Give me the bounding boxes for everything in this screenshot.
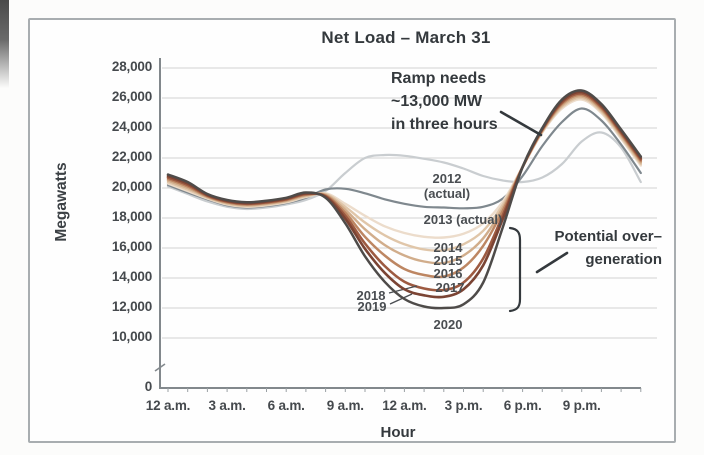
y-tick-label-16000: 16,000 (90, 239, 152, 254)
series-label-2016: 2016 (388, 266, 508, 281)
series-label-2020: 2020 (388, 317, 508, 332)
y-tick-label-12000-text: 12,000 (111, 299, 152, 314)
series-leader-2019 (389, 293, 413, 305)
series-label-2019: 2019 (312, 299, 432, 314)
y-tick-label-0: 0 (90, 379, 153, 394)
ramp-annotation-line2: ~13,000 MW (391, 93, 483, 110)
series-label-2018: 2018 (311, 288, 431, 303)
y-tick-label-20000-text: 20,000 (111, 179, 152, 194)
y-axis-label: Megawatts (53, 162, 70, 242)
y-tick-label-16000-text: 16,000 (111, 239, 152, 254)
chart-title: Net Load – March 31 (321, 28, 491, 47)
series-label-2012-text: (actual) (423, 186, 471, 201)
x-tick-label-9pm: 9 p.m. (547, 398, 617, 413)
x-tick-label-12am-text: 12 a.m. (382, 398, 427, 413)
series-label-2018-text: 2018 (356, 288, 386, 303)
y-tick-label-24000: 24,000 (90, 119, 152, 134)
x-tick-label-12am: 12 a.m. (369, 398, 439, 413)
x-tick-label-3am: 3 a.m. (192, 398, 262, 413)
y-tick-label-10000: 10,000 (90, 329, 152, 344)
overgeneration-bracket (508, 226, 522, 313)
series-label-2014-text: 2014 (433, 240, 463, 255)
y-tick-label-18000: 18,000 (90, 209, 152, 224)
x-tick-label-3am-text: 3 a.m. (208, 398, 246, 413)
y-tick-label-14000: 14,000 (90, 269, 152, 284)
series-label-2012: 2012 (actual) (387, 171, 507, 201)
x-tick-label-6am-text: 6 a.m. (267, 398, 305, 413)
y-tick-label-18000-text: 18,000 (111, 209, 152, 224)
y-tick-label-22000: 22,000 (90, 149, 152, 164)
ramp-annotation-line1: Ramp needs (391, 70, 487, 87)
y-tick-label-14000-text: 14,000 (111, 269, 152, 284)
x-tick-label-12am-text: 12 a.m. (145, 398, 191, 413)
series-label-2012-text: 2012 (432, 171, 462, 186)
y-tick-label-26000: 26,000 (90, 89, 152, 104)
series-label-2013: 2013 (actual) (403, 212, 523, 227)
y-tick-label-20000: 20,000 (90, 179, 152, 194)
y-tick-label-26000-text: 26,000 (111, 89, 152, 104)
x-tick-label-9am: 9 a.m. (310, 398, 380, 413)
overgeneration-annotation-line1: Potential over– (554, 228, 662, 245)
series-label-2020-text: 2020 (433, 317, 463, 332)
y-axis-break-mark (154, 363, 166, 372)
x-tick-label-6pm: 6 p.m. (488, 398, 558, 413)
series-curve-2020 (166, 89, 643, 310)
axes (159, 58, 641, 389)
series-curve-2012 (166, 131, 642, 211)
x-tick-label-9am-text: 9 a.m. (326, 398, 364, 413)
overgeneration-annotation: Potential over– generation (510, 225, 662, 271)
series-label-2019-text: 2019 (357, 299, 387, 314)
ramp-pointer-line (499, 110, 543, 137)
y-tick-label-22000-text: 22,000 (111, 149, 152, 164)
overgeneration-annotation-line2: generation (585, 251, 662, 268)
x-tick-label-12am: 12 a.m. (133, 398, 203, 413)
y-tick-label-24000-text: 24,000 (111, 119, 152, 134)
ramp-annotation: Ramp needs ~13,000 MW in three hours (391, 67, 498, 136)
x-tick-label-3pm-text: 3 p.m. (444, 398, 483, 413)
series-label-2017-text: 2017 (435, 280, 465, 295)
y-tick-label-28000-text: 28,000 (111, 59, 152, 74)
series-label-2016-text: 2016 (433, 266, 463, 281)
y-tick-label-28000: 28,000 (90, 59, 152, 74)
series-label-2015: 2015 (388, 253, 508, 268)
ramp-annotation-line3: in three hours (391, 116, 498, 133)
y-tick-label-10000-text: 10,000 (111, 329, 152, 344)
y-tick-label-12000: 12,000 (90, 299, 152, 314)
x-tick-label-6am: 6 a.m. (251, 398, 321, 413)
overgeneration-pointer-line (535, 251, 569, 274)
x-tick-label-6pm-text: 6 p.m. (503, 398, 542, 413)
series-label-2015-text: 2015 (433, 253, 463, 268)
x-tick-label-9pm-text: 9 p.m. (562, 398, 601, 413)
series-label-2013-text: 2013 (actual) (423, 212, 503, 227)
series-label-2017: 2017 (390, 280, 510, 295)
x-tick-label-3pm: 3 p.m. (429, 398, 499, 413)
photo-edge-artifact (0, 0, 9, 88)
series-label-2014: 2014 (388, 240, 508, 255)
x-axis-label: Hour (380, 424, 416, 441)
y-tick-label-0-text: 0 (144, 379, 153, 394)
